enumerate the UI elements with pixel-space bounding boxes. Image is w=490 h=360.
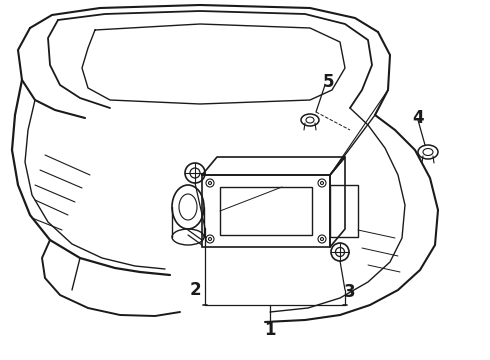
Text: 5: 5 [322,73,334,91]
Bar [330,185,358,237]
Text: 1: 1 [264,321,276,339]
Text: 2: 2 [189,281,201,299]
Text: 3: 3 [344,283,356,301]
Text: 4: 4 [412,109,424,127]
Bar [220,187,312,235]
Bar [202,175,330,247]
